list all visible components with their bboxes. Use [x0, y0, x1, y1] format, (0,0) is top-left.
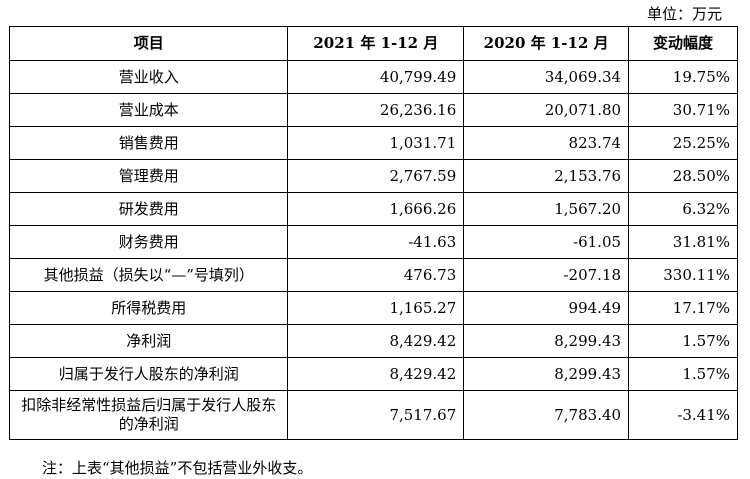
table-row: 财务费用 -41.63 -61.05 31.81%	[8, 225, 738, 259]
header-2020: 2020 年 1-12 月	[463, 26, 630, 61]
row-2020: 8,299.43	[463, 357, 630, 391]
row-change: -3.41%	[628, 390, 738, 440]
row-2020: 823.74	[463, 126, 630, 160]
row-item: 归属于发行人股东的净利润	[8, 357, 289, 391]
row-item: 管理费用	[8, 159, 289, 193]
header-item: 项目	[8, 26, 289, 61]
financial-table: 项目 2021 年 1-12 月 2020 年 1-12 月 变动幅度 营业收入…	[8, 26, 738, 440]
row-change: 19.75%	[628, 60, 738, 94]
row-item: 营业收入	[8, 60, 289, 94]
row-change: 31.81%	[628, 225, 738, 259]
row-item: 研发费用	[8, 192, 289, 226]
table-row: 管理费用 2,767.59 2,153.76 28.50%	[8, 159, 738, 193]
row-change: 6.32%	[628, 192, 738, 226]
row-2020: -207.18	[463, 258, 630, 292]
table-footnote: 注：上表“其他损益”不包括营业外收支。	[42, 459, 313, 477]
row-2021: 8,429.42	[287, 324, 465, 358]
row-2021: 26,236.16	[287, 93, 465, 127]
row-2020: 20,071.80	[463, 93, 630, 127]
table-row: 所得税费用 1,165.27 994.49 17.17%	[8, 291, 738, 325]
row-change: 28.50%	[628, 159, 738, 193]
row-2020: 7,783.40	[463, 390, 630, 440]
row-2021: 476.73	[287, 258, 465, 292]
row-2020: 994.49	[463, 291, 630, 325]
table-row: 营业成本 26,236.16 20,071.80 30.71%	[8, 93, 738, 127]
row-2021: 7,517.67	[287, 390, 465, 440]
row-2021: 1,666.26	[287, 192, 465, 226]
table-row: 扣除非经常性损益后归属于发行人股东的净利润 7,517.67 7,783.40 …	[8, 390, 738, 440]
row-change: 17.17%	[628, 291, 738, 325]
row-change: 1.57%	[628, 357, 738, 391]
row-2020: 8,299.43	[463, 324, 630, 358]
header-2021: 2021 年 1-12 月	[287, 26, 465, 61]
row-change: 330.11%	[628, 258, 738, 292]
row-2021: 1,165.27	[287, 291, 465, 325]
row-item: 扣除非经常性损益后归属于发行人股东的净利润	[8, 390, 289, 440]
row-item: 营业成本	[8, 93, 289, 127]
row-item: 销售费用	[8, 126, 289, 160]
row-2021: -41.63	[287, 225, 465, 259]
unit-label: 单位：万元	[646, 5, 722, 23]
row-2021: 2,767.59	[287, 159, 465, 193]
row-change: 30.71%	[628, 93, 738, 127]
table-row: 销售费用 1,031.71 823.74 25.25%	[8, 126, 738, 160]
row-2021: 1,031.71	[287, 126, 465, 160]
table-row: 净利润 8,429.42 8,299.43 1.57%	[8, 324, 738, 358]
table-row: 营业收入 40,799.49 34,069.34 19.75%	[8, 60, 738, 94]
row-item: 净利润	[8, 324, 289, 358]
row-item: 所得税费用	[8, 291, 289, 325]
row-2021: 8,429.42	[287, 357, 465, 391]
table-row: 归属于发行人股东的净利润 8,429.42 8,299.43 1.57%	[8, 357, 738, 391]
row-2020: 34,069.34	[463, 60, 630, 94]
row-item: 其他损益（损失以“—”号填列）	[8, 258, 289, 292]
row-2020: 1,567.20	[463, 192, 630, 226]
row-2021: 40,799.49	[287, 60, 465, 94]
header-change: 变动幅度	[628, 26, 738, 61]
table-row: 研发费用 1,666.26 1,567.20 6.32%	[8, 192, 738, 226]
table-header-row: 项目 2021 年 1-12 月 2020 年 1-12 月 变动幅度	[8, 26, 738, 61]
row-change: 25.25%	[628, 126, 738, 160]
row-item: 财务费用	[8, 225, 289, 259]
table-row: 其他损益（损失以“—”号填列） 476.73 -207.18 330.11%	[8, 258, 738, 292]
row-2020: -61.05	[463, 225, 630, 259]
row-2020: 2,153.76	[463, 159, 630, 193]
row-change: 1.57%	[628, 324, 738, 358]
